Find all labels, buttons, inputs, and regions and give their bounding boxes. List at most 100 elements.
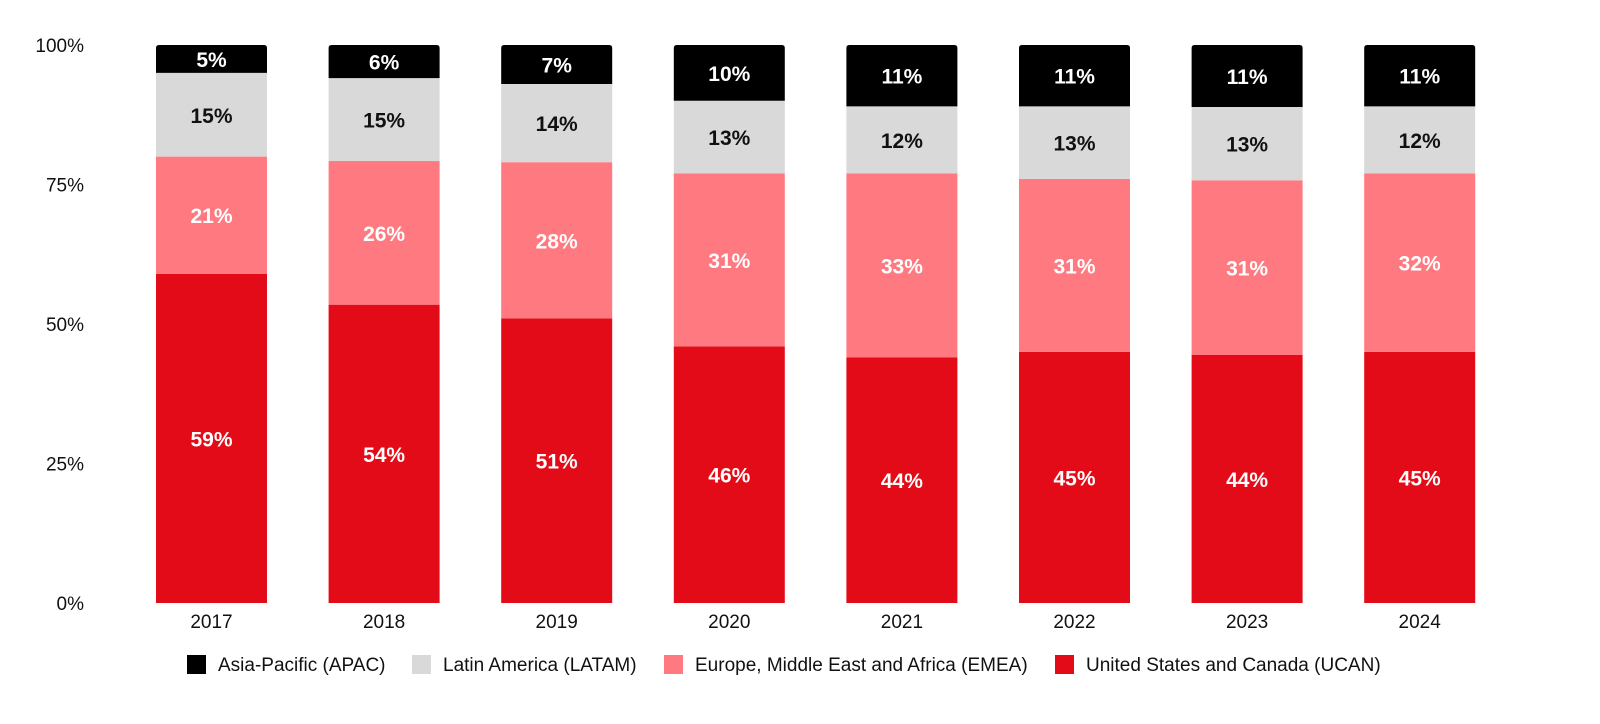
legend-item: Asia-Pacific (APAC) bbox=[187, 655, 386, 676]
bar-stack-2018: 54% 26% 15% 6% bbox=[328, 45, 440, 603]
bar-stacks: 59% 21% 15% 5% 54% 26% 15% 6% 51% 28% 14% 7% 46% 31% 1… bbox=[156, 45, 1476, 603]
bar-segment-emea-2022 bbox=[1019, 178, 1130, 352]
bar-segment-latam-2022 bbox=[1019, 106, 1130, 179]
data-label-apac-2020: 10% bbox=[708, 63, 750, 86]
bar-segment-latam-2021 bbox=[846, 106, 958, 174]
data-label-ucan-2021: 44% bbox=[881, 470, 923, 493]
bar-segment-latam-2023 bbox=[1191, 107, 1303, 181]
data-label-latam-2023: 13% bbox=[1226, 134, 1268, 157]
bar-segment-latam-2018 bbox=[328, 78, 440, 162]
bar-segment-apac-2024 bbox=[1364, 45, 1476, 107]
bar-segment-apac-2022 bbox=[1019, 45, 1130, 107]
data-label-ucan-2019: 51% bbox=[536, 451, 578, 474]
legend-swatch bbox=[1055, 655, 1074, 674]
data-label-ucan-2023: 44% bbox=[1226, 469, 1268, 492]
data-label-emea-2023: 31% bbox=[1226, 258, 1268, 281]
bar-segment-latam-2019 bbox=[501, 84, 613, 163]
bar-segment-apac-2018 bbox=[328, 45, 440, 79]
data-label-apac-2024: 11% bbox=[1399, 66, 1440, 89]
legend-label: Europe, Middle East and Africa (EMEA) bbox=[695, 655, 1028, 676]
bar-segment-latam-2017 bbox=[156, 72, 267, 157]
bar-segment-emea-2017 bbox=[156, 156, 267, 274]
x-tick-label: 2019 bbox=[536, 612, 578, 633]
bar-stack-2017: 59% 21% 15% 5% bbox=[156, 45, 267, 603]
bar-segment-ucan-2022 bbox=[1019, 351, 1130, 603]
bar-segment-ucan-2021 bbox=[846, 357, 958, 603]
data-label-ucan-2022: 45% bbox=[1053, 467, 1095, 490]
y-axis: 0% 25% 50% 75% 100% bbox=[35, 36, 84, 615]
bar-segment-ucan-2023 bbox=[1191, 355, 1303, 603]
legend-item: Europe, Middle East and Africa (EMEA) bbox=[664, 655, 1028, 676]
bar-segment-emea-2020 bbox=[673, 173, 785, 347]
y-tick-label: 100% bbox=[35, 36, 84, 57]
x-tick-label: 2020 bbox=[708, 612, 750, 633]
x-tick-label: 2017 bbox=[190, 612, 232, 633]
data-label-ucan-2017: 59% bbox=[190, 428, 232, 451]
bar-stack-2021: 44% 33% 12% 11% bbox=[846, 45, 958, 603]
data-label-latam-2022: 13% bbox=[1053, 133, 1095, 156]
data-label-ucan-2020: 46% bbox=[708, 465, 750, 488]
bar-segment-apac-2021 bbox=[846, 45, 958, 107]
bar-segment-ucan-2024 bbox=[1364, 351, 1476, 603]
data-label-emea-2019: 28% bbox=[536, 230, 578, 253]
data-label-apac-2017: 5% bbox=[196, 49, 227, 72]
data-label-emea-2022: 31% bbox=[1053, 255, 1095, 278]
legend-swatch bbox=[187, 655, 206, 674]
x-tick-label: 2023 bbox=[1226, 612, 1268, 633]
bar-segment-apac-2017 bbox=[156, 45, 267, 73]
legend-label: Latin America (LATAM) bbox=[443, 655, 637, 676]
data-label-apac-2019: 7% bbox=[542, 55, 573, 78]
x-tick-label: 2018 bbox=[363, 612, 405, 633]
legend-item: United States and Canada (UCAN) bbox=[1055, 655, 1381, 676]
bar-segment-ucan-2019 bbox=[501, 318, 613, 603]
data-label-apac-2021: 11% bbox=[881, 66, 922, 89]
legend-label: United States and Canada (UCAN) bbox=[1086, 655, 1381, 676]
bar-stack-2019: 51% 28% 14% 7% bbox=[501, 45, 613, 603]
data-label-emea-2018: 26% bbox=[363, 223, 405, 246]
x-tick-label: 2021 bbox=[881, 612, 923, 633]
data-label-emea-2024: 32% bbox=[1399, 253, 1441, 276]
data-label-latam-2024: 12% bbox=[1399, 130, 1441, 153]
bar-segment-apac-2020 bbox=[673, 45, 785, 101]
x-tick-label: 2024 bbox=[1399, 612, 1442, 633]
legend-label: Asia-Pacific (APAC) bbox=[218, 655, 386, 676]
bar-segment-latam-2024 bbox=[1364, 106, 1476, 174]
data-label-emea-2017: 21% bbox=[190, 205, 232, 228]
bar-segment-latam-2020 bbox=[673, 100, 785, 174]
legend-item: Latin America (LATAM) bbox=[412, 655, 637, 676]
legend: Asia-Pacific (APAC) Latin America (LATAM)… bbox=[187, 655, 1381, 676]
data-label-emea-2021: 33% bbox=[881, 255, 923, 278]
data-label-latam-2021: 12% bbox=[881, 130, 923, 153]
bar-segment-apac-2023 bbox=[1191, 45, 1303, 107]
y-tick-label: 50% bbox=[46, 315, 84, 336]
bar-segment-emea-2023 bbox=[1191, 180, 1303, 355]
x-tick-label: 2022 bbox=[1053, 612, 1095, 633]
data-label-apac-2018: 6% bbox=[369, 52, 400, 75]
data-label-latam-2018: 15% bbox=[363, 110, 405, 133]
legend-swatch bbox=[412, 655, 431, 674]
data-label-apac-2022: 11% bbox=[1054, 66, 1095, 89]
data-label-ucan-2018: 54% bbox=[363, 444, 405, 467]
data-label-emea-2020: 31% bbox=[708, 250, 750, 273]
bar-segment-emea-2018 bbox=[328, 161, 440, 305]
data-label-latam-2017: 15% bbox=[190, 105, 232, 128]
y-tick-label: 0% bbox=[57, 594, 85, 615]
bar-segment-emea-2024 bbox=[1364, 173, 1476, 352]
bar-stack-2022: 45% 31% 13% 11% bbox=[1019, 45, 1130, 603]
bar-segment-ucan-2020 bbox=[673, 346, 785, 603]
bar-segment-ucan-2017 bbox=[156, 273, 267, 603]
bar-stack-2024: 45% 32% 12% 11% bbox=[1364, 45, 1476, 603]
y-tick-label: 25% bbox=[46, 455, 84, 476]
bar-segment-emea-2021 bbox=[846, 173, 958, 358]
data-label-apac-2023: 11% bbox=[1227, 66, 1268, 89]
data-label-latam-2019: 14% bbox=[536, 113, 578, 136]
bar-segment-apac-2019 bbox=[501, 45, 613, 85]
data-label-ucan-2024: 45% bbox=[1399, 467, 1441, 490]
x-axis: 2017 2018 2019 2020 2021 2022 2023 2024 bbox=[190, 612, 1441, 633]
y-tick-label: 75% bbox=[46, 176, 84, 197]
bar-segment-emea-2019 bbox=[501, 162, 613, 319]
legend-swatch bbox=[664, 655, 683, 674]
data-label-latam-2020: 13% bbox=[708, 127, 750, 150]
